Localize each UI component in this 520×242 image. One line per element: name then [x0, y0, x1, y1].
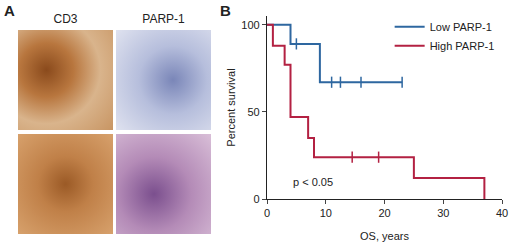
svg-text:40: 40	[496, 207, 508, 219]
html-text:A: A	[4, 2, 15, 19]
svg-text:OS, years: OS, years	[360, 230, 409, 242]
svg-text:100: 100	[241, 19, 259, 31]
html-text:PARP-1: PARP-1	[142, 12, 185, 26]
svg-text:10: 10	[320, 207, 332, 219]
svg-text:0: 0	[264, 207, 270, 219]
svg-text:Percent survival: Percent survival	[225, 68, 237, 146]
svg-text:0: 0	[254, 193, 260, 205]
svg-text:High PARP-1: High PARP-1	[430, 40, 495, 52]
svg-text:50: 50	[247, 106, 259, 118]
svg-text:20: 20	[378, 207, 390, 219]
html-text:B: B	[220, 2, 231, 19]
html-text:CD3: CD3	[53, 12, 78, 26]
svg-text:p < 0.05: p < 0.05	[293, 176, 333, 188]
svg-text:30: 30	[437, 207, 449, 219]
svg-text:Low PARP-1: Low PARP-1	[430, 21, 492, 33]
